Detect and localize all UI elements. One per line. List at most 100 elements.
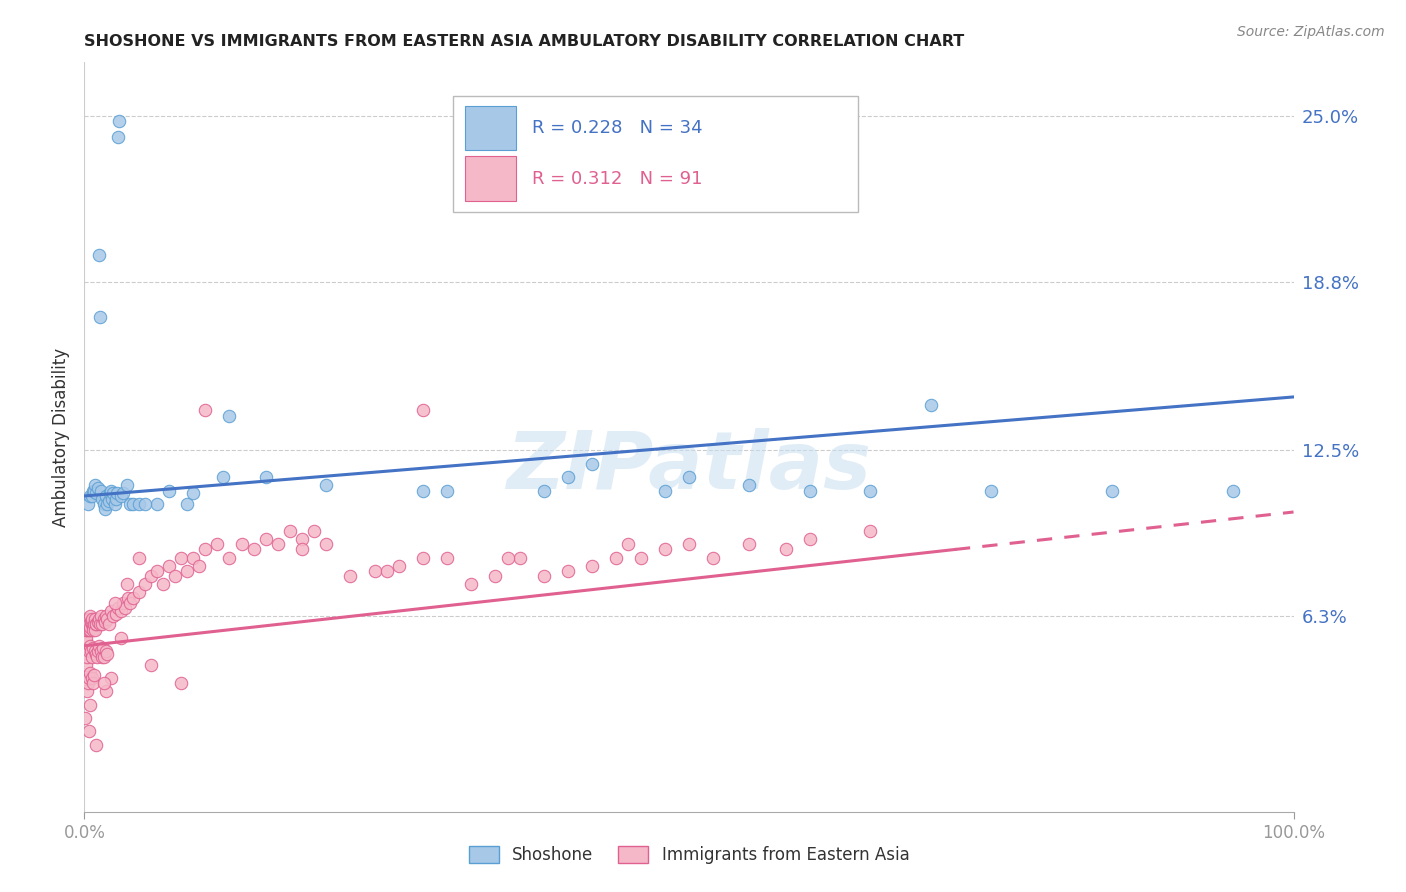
Point: [75, 631, 97, 645]
Point: [79, 698, 101, 712]
Text: SHOSHONE VS IMMIGRANTS FROM EASTERN ASIA AMBULATORY DISABILITY CORRELATION CHART: SHOSHONE VS IMMIGRANTS FROM EASTERN ASIA…: [84, 34, 965, 49]
Legend: Shoshone, Immigrants from Eastern Asia: Shoshone, Immigrants from Eastern Asia: [463, 839, 915, 871]
Point: [112, 596, 135, 610]
Point: [104, 596, 127, 610]
Point: [79, 639, 101, 653]
Point: [82, 620, 104, 634]
Point: [94, 502, 117, 516]
Point: [605, 550, 627, 565]
Point: [91, 617, 114, 632]
Point: [170, 676, 193, 690]
Point: [436, 550, 458, 565]
Point: [799, 483, 821, 498]
Point: [79, 617, 101, 632]
Point: [80, 671, 103, 685]
Point: [302, 524, 325, 538]
Point: [375, 564, 398, 578]
Point: [79, 620, 101, 634]
Point: [152, 577, 174, 591]
Point: [128, 585, 150, 599]
Point: [84, 617, 107, 632]
Point: [181, 550, 204, 565]
Point: [176, 497, 198, 511]
Point: [115, 478, 138, 492]
Text: Source: ZipAtlas.com: Source: ZipAtlas.com: [1237, 25, 1385, 39]
Point: [80, 617, 103, 632]
Point: [87, 612, 110, 626]
Point: [94, 644, 117, 658]
Point: [82, 483, 104, 498]
Point: [94, 615, 117, 629]
Point: [194, 542, 217, 557]
Point: [82, 649, 104, 664]
Point: [104, 607, 127, 621]
Point: [79, 623, 101, 637]
Point: [75, 657, 97, 672]
Point: [117, 591, 139, 605]
Point: [76, 615, 98, 629]
Point: [76, 612, 98, 626]
Point: [412, 483, 434, 498]
Point: [557, 564, 579, 578]
Point: [207, 537, 229, 551]
Point: [654, 483, 676, 498]
Point: [87, 248, 110, 262]
Point: [107, 130, 129, 145]
Point: [89, 639, 111, 653]
Point: [212, 470, 235, 484]
Point: [533, 569, 555, 583]
Point: [254, 532, 277, 546]
Point: [120, 596, 142, 610]
Point: [90, 644, 112, 658]
Point: [678, 470, 700, 484]
Point: [278, 524, 301, 538]
Point: [104, 497, 127, 511]
Point: [90, 649, 112, 664]
Point: [702, 550, 724, 565]
Point: [86, 486, 108, 500]
Point: [76, 684, 98, 698]
Point: [775, 542, 797, 557]
Point: [146, 497, 169, 511]
Point: [83, 483, 105, 498]
Point: [77, 724, 100, 739]
Text: R = 0.312   N = 91: R = 0.312 N = 91: [531, 169, 702, 187]
Point: [86, 649, 108, 664]
Point: [83, 644, 105, 658]
Point: [100, 483, 122, 498]
Point: [412, 550, 434, 565]
Point: [254, 470, 277, 484]
Point: [388, 558, 411, 573]
Point: [77, 615, 100, 629]
Point: [460, 577, 482, 591]
Point: [105, 486, 128, 500]
Point: [84, 623, 107, 637]
Point: [581, 558, 603, 573]
Point: [110, 489, 132, 503]
Point: [146, 564, 169, 578]
Point: [859, 524, 882, 538]
Point: [980, 483, 1002, 498]
Point: [859, 483, 882, 498]
Point: [339, 569, 361, 583]
Point: [86, 617, 108, 632]
Point: [134, 577, 156, 591]
Point: [84, 647, 107, 661]
Point: [91, 641, 114, 656]
Point: [242, 542, 264, 557]
Point: [97, 617, 120, 632]
Point: [104, 491, 127, 506]
Point: [678, 537, 700, 551]
Point: [76, 617, 98, 632]
Point: [103, 486, 125, 500]
Point: [509, 550, 531, 565]
Point: [91, 491, 114, 506]
Point: [94, 609, 117, 624]
Point: [267, 537, 290, 551]
Point: [77, 623, 100, 637]
Point: [738, 537, 761, 551]
FancyBboxPatch shape: [465, 105, 516, 150]
Point: [115, 577, 138, 591]
Point: [165, 569, 187, 583]
Point: [96, 497, 118, 511]
